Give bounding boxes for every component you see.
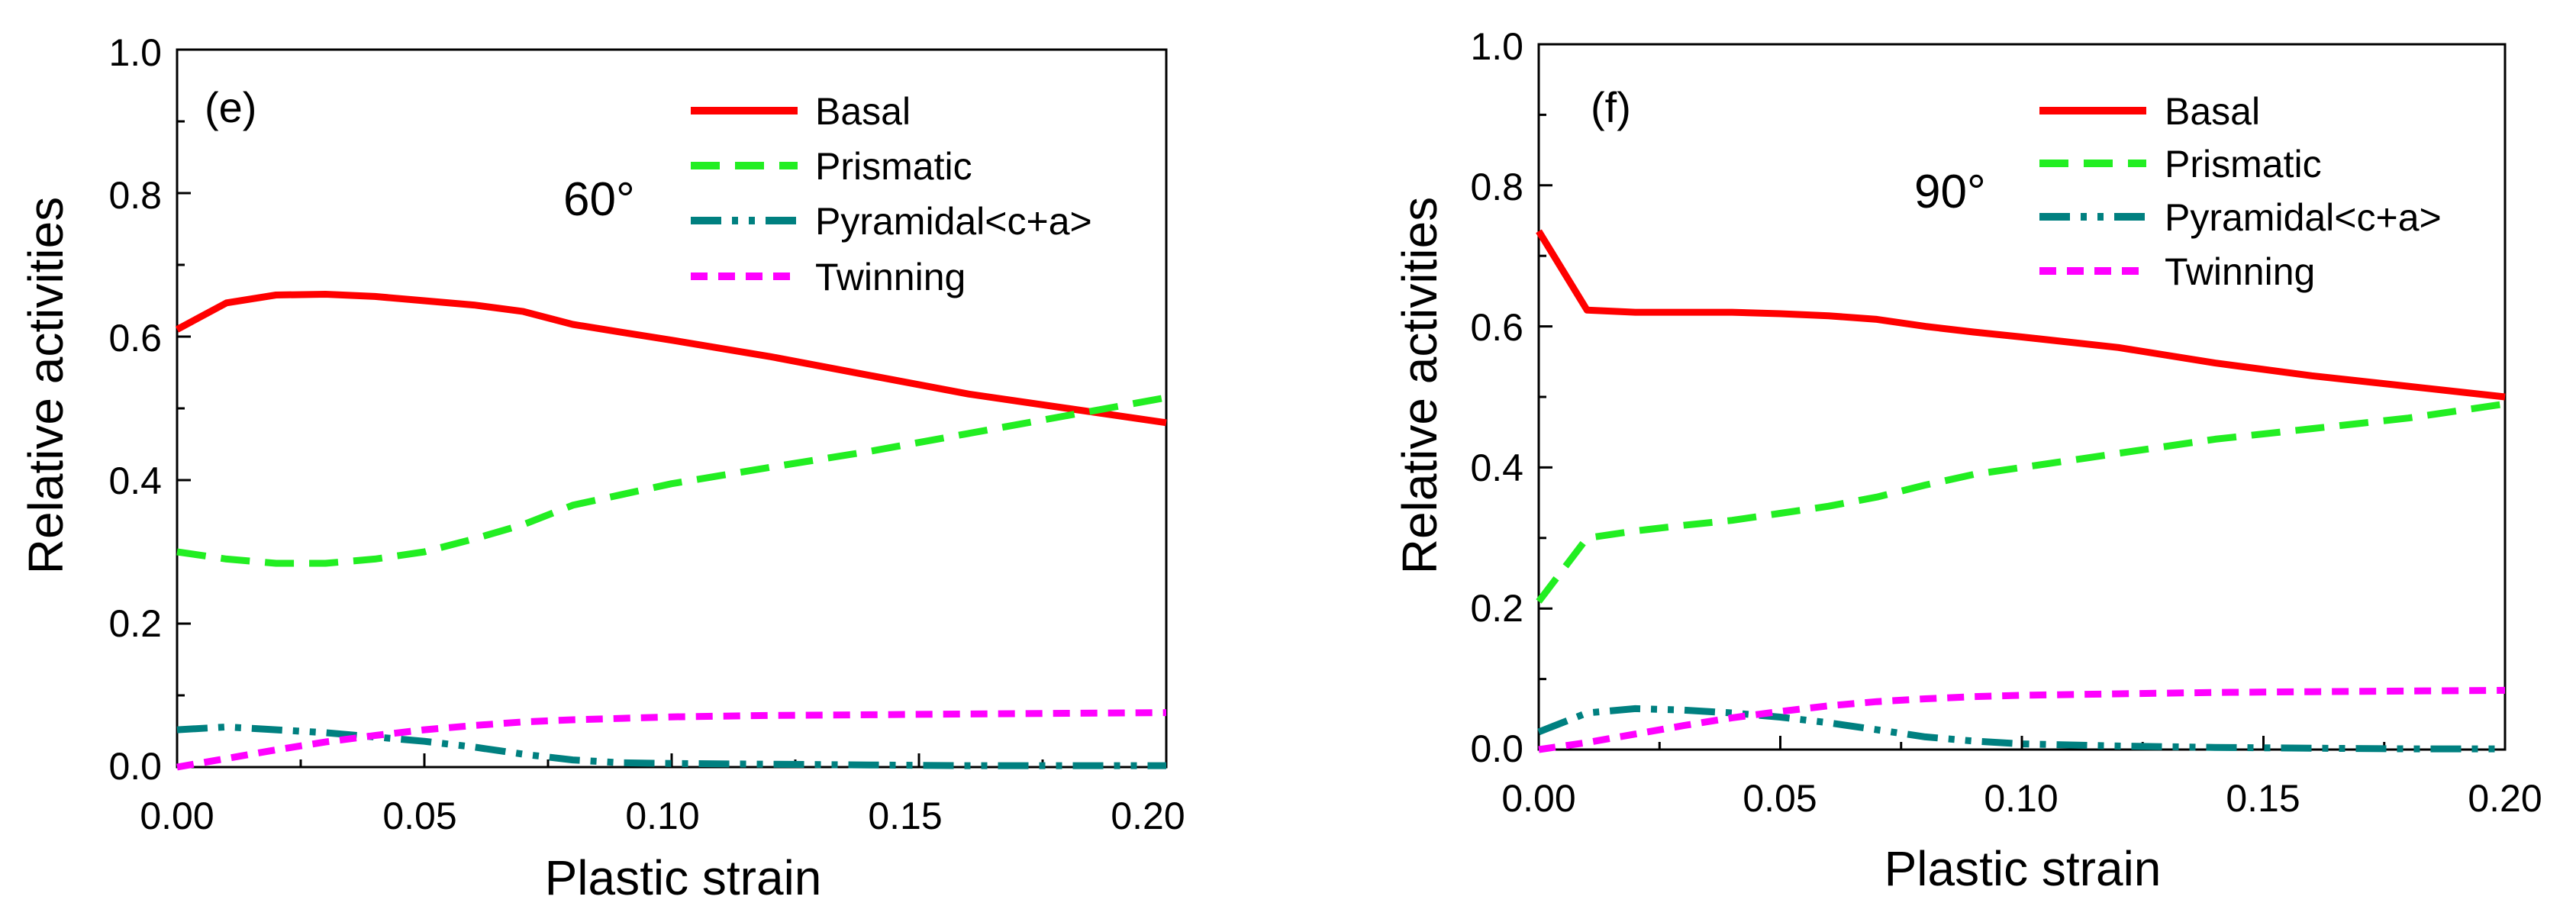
x-tick-label: 0.00 bbox=[1501, 777, 1575, 820]
series-line-basal bbox=[1536, 229, 2506, 401]
y-tick-label: 0.4 bbox=[108, 460, 162, 502]
x-tick-label: 0.05 bbox=[1743, 777, 1817, 820]
legend-label: Prismatic bbox=[2165, 143, 2322, 185]
legend-label: Pyramidal<c+a> bbox=[2165, 196, 2442, 239]
x-axis-title: Plastic strain bbox=[545, 850, 822, 905]
y-tick-label: 0.2 bbox=[108, 602, 162, 645]
plot-frame bbox=[1537, 43, 2507, 751]
legend-label: Basal bbox=[815, 90, 911, 133]
x-tick-label: 0.20 bbox=[2468, 777, 2542, 820]
series-line-prismatic bbox=[176, 394, 1167, 567]
legend-label: Twinning bbox=[815, 256, 966, 298]
legend-label: Basal bbox=[2165, 90, 2260, 133]
legend-label: Prismatic bbox=[815, 145, 972, 188]
panel-label: (f) bbox=[1591, 83, 1631, 131]
series-line-twinning bbox=[1538, 686, 2506, 753]
series-line-basal bbox=[175, 291, 1167, 427]
x-tick-label: 0.05 bbox=[382, 795, 456, 837]
x-tick-label: 0.15 bbox=[868, 795, 942, 837]
y-tick-label: 0.0 bbox=[108, 745, 162, 788]
y-tick-label: 0.6 bbox=[108, 317, 162, 360]
x-axis-title: Plastic strain bbox=[1884, 841, 2162, 896]
angle-label: 60° bbox=[563, 173, 635, 226]
legend: Basal Prismatic Pyramidal<c+a> Twinning bbox=[691, 90, 1092, 298]
legend-label: Twinning bbox=[2165, 250, 2315, 293]
x-tick-label: 0.00 bbox=[140, 795, 214, 837]
x-tick-label: 0.10 bbox=[625, 795, 699, 837]
series-line-twinning bbox=[176, 709, 1167, 771]
x-tick-label: 0.10 bbox=[1984, 777, 2058, 820]
x-tick-label: 0.15 bbox=[2226, 777, 2300, 820]
x-tick-label: 0.20 bbox=[1111, 795, 1185, 837]
legend-label: Pyramidal<c+a> bbox=[815, 200, 1092, 243]
y-tick-label: 1.0 bbox=[1470, 25, 1523, 68]
y-axis-title: Relative activities bbox=[1392, 197, 1447, 574]
panel-label: (e) bbox=[205, 83, 256, 131]
chart-panel-f: Relative activities Plastic strain 0.0 0… bbox=[1392, 25, 2542, 896]
series-line-prismatic bbox=[1536, 400, 2506, 604]
plot-frame bbox=[176, 48, 1168, 769]
y-tick-label: 0.0 bbox=[1470, 727, 1523, 770]
y-tick-label: 0.8 bbox=[108, 174, 162, 217]
angle-label: 90° bbox=[1914, 166, 1986, 218]
y-axis-title: Relative activities bbox=[18, 197, 73, 574]
y-tick-label: 0.8 bbox=[1470, 166, 1523, 208]
y-tick-label: 0.4 bbox=[1470, 447, 1523, 489]
chart-panel-e: Relative activities Plastic strain 0.0 0… bbox=[18, 31, 1185, 905]
y-tick-label: 0.2 bbox=[1470, 587, 1523, 630]
legend: Basal Prismatic Pyramidal<c+a> Twinning bbox=[2039, 90, 2442, 293]
y-tick-label: 1.0 bbox=[108, 31, 162, 74]
y-tick-label: 0.6 bbox=[1470, 306, 1523, 349]
